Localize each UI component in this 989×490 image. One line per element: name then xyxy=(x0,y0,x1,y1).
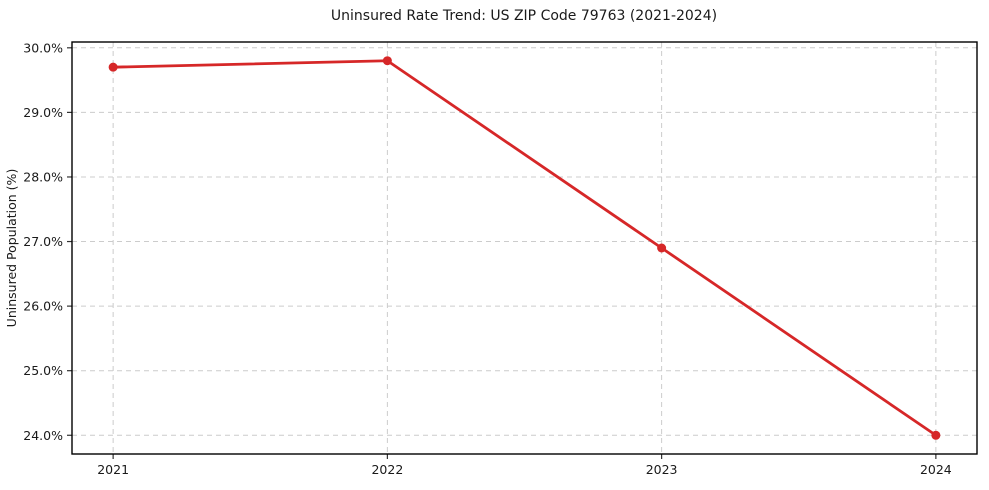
y-tick-label: 25.0% xyxy=(23,363,63,378)
y-tick-label: 28.0% xyxy=(23,169,63,184)
chart-title: Uninsured Rate Trend: US ZIP Code 79763 … xyxy=(331,8,717,24)
x-tick-label: 2024 xyxy=(920,462,952,477)
x-tick-label: 2022 xyxy=(371,462,403,477)
data-point xyxy=(657,243,667,253)
x-tick-label: 2023 xyxy=(646,462,678,477)
y-tick-label: 26.0% xyxy=(23,299,63,314)
y-tick-label: 27.0% xyxy=(23,234,63,249)
y-axis-label: Uninsured Population (%) xyxy=(4,169,19,328)
data-point xyxy=(108,62,118,72)
data-point xyxy=(382,56,392,66)
grid-layer xyxy=(72,42,977,454)
data-point xyxy=(931,430,941,440)
plot-border xyxy=(71,41,978,455)
trend-line xyxy=(111,59,938,437)
spine-layer xyxy=(71,41,978,455)
tick-layer: 24.0% 25.0% 26.0% 27.0% 28.0% 29.0% 30.0% 2021 2… xyxy=(23,40,952,477)
series-layer xyxy=(108,56,941,440)
y-tick-label: 29.0% xyxy=(23,105,63,120)
x-tick-label: 2021 xyxy=(97,462,129,477)
y-tick-label: 24.0% xyxy=(23,428,63,443)
y-tick-label: 30.0% xyxy=(23,40,63,55)
